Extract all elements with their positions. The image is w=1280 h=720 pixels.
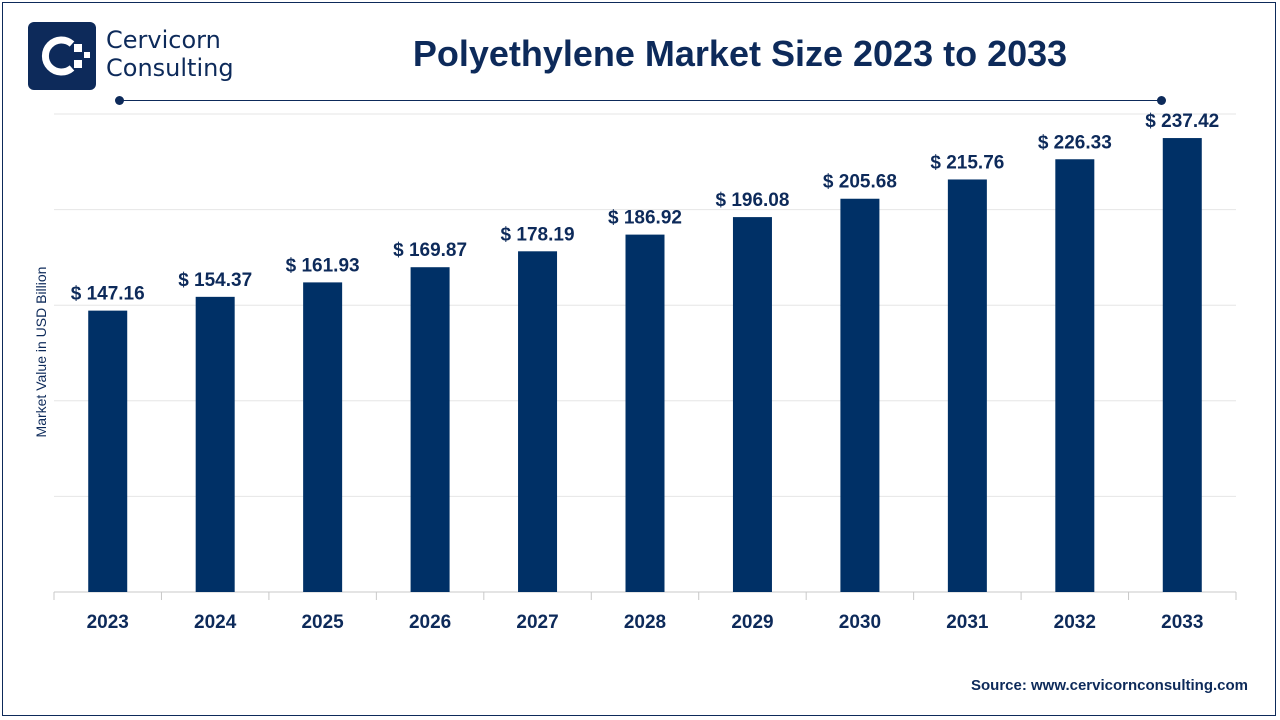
value-label-2033: $ 237.42 (1145, 111, 1219, 132)
logo-mark-icon (41, 36, 90, 76)
value-label-2024: $ 154.37 (178, 270, 252, 291)
value-label-2030: $ 205.68 (823, 172, 897, 193)
bar-2030 (840, 198, 880, 592)
x-tick-label-2023: 2023 (87, 612, 129, 633)
x-tick-label-2025: 2025 (301, 612, 344, 633)
x-tick-label-2026: 2026 (409, 612, 451, 633)
bar-2031 (947, 179, 987, 593)
x-tick-label-2032: 2032 (1054, 612, 1096, 633)
bar-2029 (732, 217, 772, 593)
x-tick-label-2024: 2024 (194, 612, 237, 633)
x-tick-label-2029: 2029 (731, 612, 773, 633)
value-label-2031: $ 215.76 (930, 152, 1004, 173)
value-label-2026: $ 169.87 (393, 240, 467, 261)
bar-2023 (88, 310, 128, 592)
x-tick-label-2031: 2031 (946, 612, 989, 633)
value-label-2025: $ 161.93 (286, 255, 360, 276)
bar-2032 (1055, 159, 1095, 593)
title-rule-right-dot (1157, 96, 1166, 105)
x-tick-label-2033: 2033 (1161, 612, 1203, 633)
value-label-2032: $ 226.33 (1038, 132, 1112, 153)
brand-name-line2: Consulting (106, 54, 234, 82)
value-label-2023: $ 147.16 (71, 284, 145, 305)
bar-2027 (518, 251, 558, 592)
x-tick-label-2030: 2030 (839, 612, 881, 633)
value-label-2028: $ 186.92 (608, 208, 682, 229)
brand-name: Cervicorn Consulting (106, 26, 234, 82)
x-tick-label-2028: 2028 (624, 612, 666, 633)
bar-2024 (195, 296, 235, 592)
title-rule-left-dot (115, 96, 124, 105)
brand-name-line1: Cervicorn (106, 26, 221, 54)
chart-title: Polyethylene Market Size 2023 to 2033 (412, 33, 1068, 74)
value-label-2027: $ 178.19 (501, 224, 575, 245)
source-note: Source: www.cervicornconsulting.com (970, 677, 1248, 694)
value-label-2029: $ 196.08 (715, 190, 789, 211)
bar-2026 (410, 267, 450, 592)
x-tick-label-2027: 2027 (516, 612, 558, 633)
bar-2033 (1162, 138, 1202, 592)
title-rule (120, 100, 1162, 101)
bar-2028 (625, 234, 665, 593)
brand-logo (28, 22, 96, 90)
bar-2025 (303, 282, 343, 592)
